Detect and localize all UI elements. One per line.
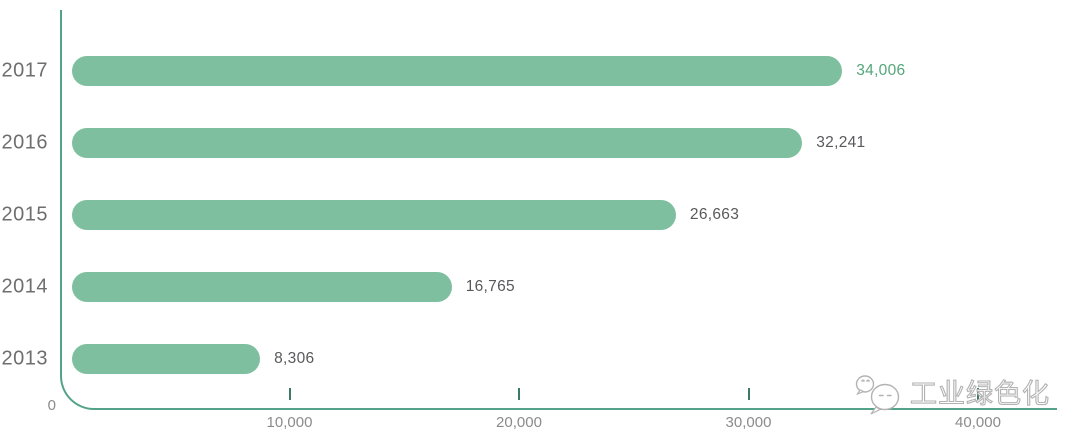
x-tick-label-40000: 40,000: [955, 414, 1001, 431]
y-axis-label-2014: 2014: [1, 275, 48, 298]
bar-row-2016: 2016 32,241: [0, 128, 1080, 158]
x-tick-label-20000: 20,000: [496, 414, 542, 431]
value-label-2014: 16,765: [465, 278, 515, 295]
bar-2013: [72, 344, 261, 374]
bar-row-2017: 2017 34,006: [0, 56, 1080, 86]
x-tick-mark-40000: [977, 388, 979, 400]
bar-2017: [72, 56, 843, 86]
wechat-chat-bubbles-icon: [855, 375, 900, 415]
x-tick-mark-10000: [288, 388, 291, 400]
watermark: 工业绿色化: [854, 374, 1050, 416]
x-tick-label-10000: 10,000: [266, 414, 313, 431]
bar-2014: [72, 272, 452, 302]
x-tick-mark-30000: [747, 388, 750, 400]
bar-2015: [72, 200, 676, 230]
value-label-2013: 8,306: [274, 350, 315, 367]
watermark-text: 工业绿色化: [909, 378, 1050, 410]
bar-2016: [72, 128, 803, 158]
y-axis-label-2015: 2015: [1, 203, 48, 226]
x-tick-mark-20000: [518, 388, 520, 400]
value-label-2015: 26,663: [689, 206, 740, 223]
bar-row-2014: 2014 16,765: [0, 272, 1080, 302]
bar-row-2013: 2013 8,306: [0, 344, 1080, 374]
axes-frame: [60, 10, 1057, 410]
x-axis-origin-label: 0: [47, 397, 56, 414]
y-axis-label-2016: 2016: [1, 131, 48, 154]
x-tick-label-30000: 30,000: [725, 414, 772, 431]
value-label-2017: 34,006: [856, 62, 906, 79]
bar-row-2015: 2015 26,663: [0, 200, 1080, 230]
value-label-2016: 32,241: [816, 134, 866, 151]
y-axis-label-2017: 2017: [1, 59, 48, 82]
y-axis-label-2013: 2013: [1, 347, 48, 370]
